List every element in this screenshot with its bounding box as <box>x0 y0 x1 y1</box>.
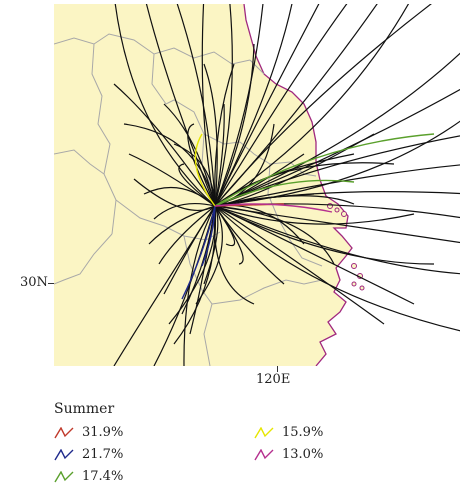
coastline <box>243 4 353 366</box>
trajectory-line-colored <box>214 203 333 213</box>
trajectory-line <box>187 123 216 207</box>
trajectory-line <box>214 4 348 207</box>
trajectory-line-colored <box>181 205 216 300</box>
trajectories-colored <box>181 133 435 300</box>
trajectory-line <box>214 43 255 207</box>
province-border <box>211 279 323 305</box>
province-border <box>91 43 117 235</box>
trajectory-line <box>114 4 216 207</box>
trajectory-line <box>113 205 216 366</box>
trajectory-line <box>158 205 216 265</box>
province-border <box>249 59 265 75</box>
legend-item-blue: 21.7% <box>54 447 123 462</box>
legend-swatch-green <box>54 470 74 482</box>
trajectory-line <box>214 88 460 207</box>
legend-title: Summer <box>54 401 115 417</box>
trajectories-black <box>113 4 460 366</box>
trajectory-line <box>214 205 460 332</box>
map-svg <box>54 4 460 366</box>
legend-label: 21.7% <box>82 447 124 462</box>
trajectory-line <box>214 120 460 207</box>
trajectory-line <box>214 164 460 207</box>
trajectory-line <box>153 205 216 366</box>
lon-tick <box>277 366 278 372</box>
island <box>359 285 365 291</box>
trajectory-line <box>214 162 395 207</box>
province-border <box>115 199 221 241</box>
lat-label: 30N <box>20 275 48 290</box>
legend-swatch-red <box>54 426 74 438</box>
trajectory-line <box>148 205 216 245</box>
trajectory-line <box>214 63 235 207</box>
legend-item-yellow: 15.9% <box>254 425 323 440</box>
trajectory-line <box>214 4 410 207</box>
trajectory-line <box>214 4 320 207</box>
trajectory-line <box>203 205 219 285</box>
legend-label: 15.9% <box>282 425 324 440</box>
trajectory-line <box>178 163 216 207</box>
trajectory-line <box>183 205 216 366</box>
trajectory-line <box>213 205 255 305</box>
province-border <box>267 163 323 267</box>
trajectory-line <box>203 63 218 207</box>
trajectory-line <box>214 4 233 207</box>
legend-swatch-yellow <box>254 426 274 438</box>
legend-item-magenta: 13.0% <box>254 447 323 462</box>
legend-label: 17.4% <box>82 469 124 484</box>
legend-label: 31.9% <box>82 425 124 440</box>
legend-item-green: 17.4% <box>54 469 123 484</box>
legend-label: 13.0% <box>282 447 324 462</box>
trajectory-line <box>214 4 432 207</box>
trajectory-line <box>214 205 435 265</box>
trajectory-line <box>214 103 225 207</box>
legend-swatch-magenta <box>254 448 274 460</box>
islands <box>327 203 365 291</box>
lon-label: 120E <box>256 372 291 387</box>
legend-swatch-blue <box>54 448 74 460</box>
trajectory-line <box>173 205 217 345</box>
land-area <box>54 4 352 366</box>
trajectory-line <box>214 205 415 225</box>
island <box>351 263 357 269</box>
trajectory-line <box>189 205 216 335</box>
trajectory-line-colored <box>201 205 216 267</box>
island <box>351 281 357 287</box>
trajectory-line <box>145 4 216 207</box>
province-border <box>183 235 213 366</box>
trajectory-line-colored <box>214 133 435 207</box>
island <box>341 211 347 217</box>
trajectory-line <box>195 205 223 305</box>
trajectory-line <box>214 205 385 325</box>
trajectory-line-colored <box>214 179 355 207</box>
island <box>334 207 340 213</box>
trajectory-map <box>54 4 460 366</box>
trajectory-line <box>153 203 216 220</box>
province-border <box>54 149 105 175</box>
trajectory-line <box>214 205 460 275</box>
legend-item-red: 31.9% <box>54 425 123 440</box>
lat-tick <box>48 283 54 284</box>
province-border <box>54 233 113 285</box>
trajectory-line <box>214 205 236 247</box>
trajectory-line <box>214 52 460 207</box>
trajectory-line-colored <box>194 133 216 207</box>
trajectory-line <box>176 4 216 207</box>
province-border <box>151 53 241 145</box>
trajectory-line <box>214 4 264 207</box>
trajectory-line <box>214 205 335 265</box>
trajectory-line <box>163 103 216 207</box>
